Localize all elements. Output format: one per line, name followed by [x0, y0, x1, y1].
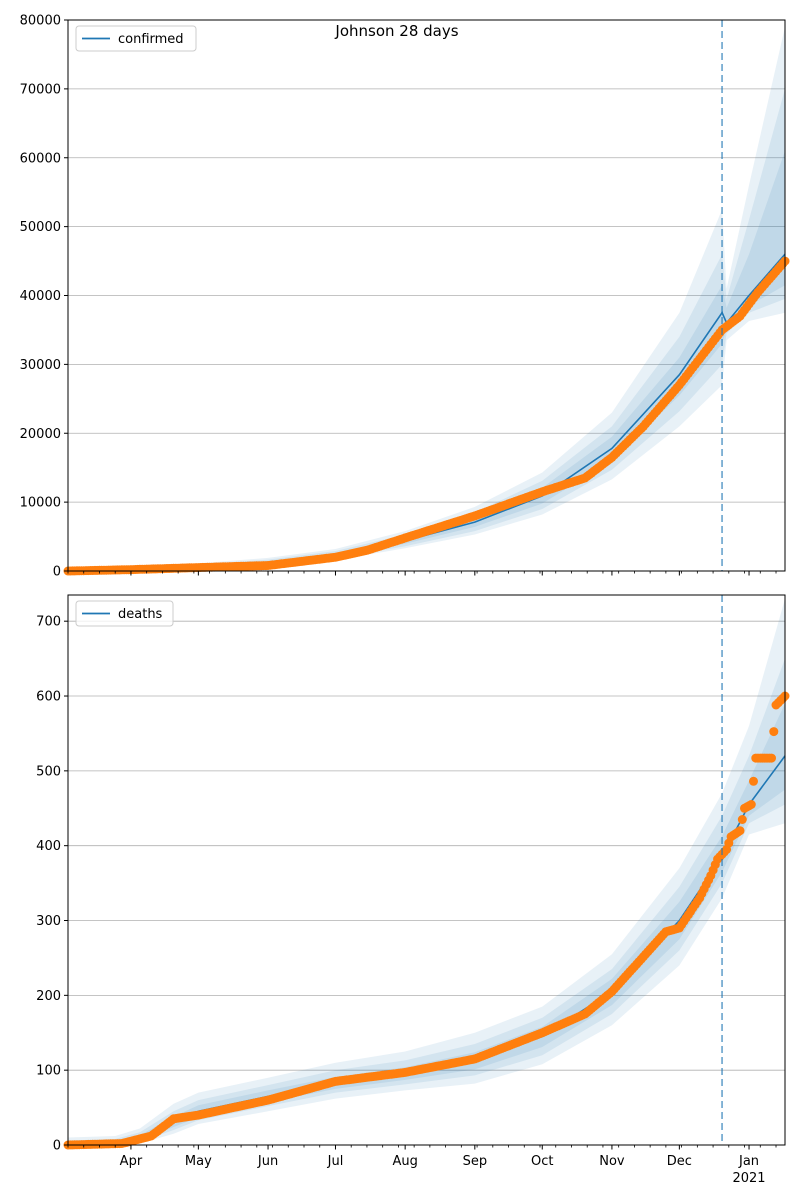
- deaths-panel: 0 100 200 300 400 500 600 700 Apr May Jun Jul Aug Sep…: [36, 594, 790, 1186]
- y-tick-label: 80000: [20, 14, 61, 29]
- x-tick-sublabel: 2021: [732, 1171, 765, 1186]
- y-tick-label: 70000: [20, 82, 61, 97]
- observed-point: [769, 727, 779, 737]
- confirmed-panel: 0 10000 20000 30000 40000 50000 60000 70000 8000…: [20, 14, 790, 580]
- y-tick-label: 60000: [20, 151, 61, 166]
- x-tick-label: May: [185, 1154, 212, 1169]
- y-tick-label: 40000: [20, 289, 61, 304]
- x-tick-label: Apr: [120, 1154, 143, 1169]
- x-tick-label: Oct: [531, 1154, 553, 1169]
- observed-point: [746, 800, 756, 809]
- x-tick-label: Sep: [463, 1154, 488, 1169]
- observed-point: [737, 815, 747, 824]
- x-tick-label: Nov: [599, 1154, 625, 1169]
- y-tick-label: 200: [36, 989, 61, 1004]
- observed-points: [63, 691, 790, 1150]
- legend: deaths: [75, 600, 174, 627]
- x-tick-label: Dec: [667, 1154, 692, 1169]
- y-tick-label: 400: [36, 839, 61, 854]
- y-tick-label: 600: [36, 690, 61, 705]
- axes-frame: [67, 594, 786, 1146]
- y-tick-label: 300: [36, 914, 61, 929]
- uncertainty-band: [68, 88, 785, 572]
- uncertainty-band: [68, 150, 785, 571]
- y-tick-label: 10000: [20, 496, 61, 511]
- y-tick-label: 0: [53, 1139, 61, 1154]
- y-tick-label: 30000: [20, 358, 61, 373]
- x-tick-label: Jul: [327, 1154, 344, 1169]
- legend-box: [75, 600, 174, 627]
- chart-title: Johnson 28 days: [334, 22, 458, 40]
- legend-label: confirmed: [118, 32, 184, 47]
- legend: confirmed: [75, 25, 197, 52]
- observed-point: [767, 753, 776, 763]
- y-tick-label: 100: [36, 1064, 61, 1079]
- y-tick-label: 50000: [20, 220, 61, 235]
- y-tick-label: 20000: [20, 427, 61, 442]
- y-tick-label: 500: [36, 764, 61, 779]
- legend-box: [75, 25, 197, 52]
- x-tick-label: Jan: [738, 1154, 759, 1169]
- uncertainty-band: [68, 26, 785, 571]
- uncertainty-band: [68, 598, 785, 1145]
- x-tick-label: Aug: [392, 1154, 417, 1169]
- y-tick-label: 0: [53, 565, 61, 580]
- legend-label: deaths: [118, 607, 163, 622]
- y-tick-label: 700: [36, 615, 61, 630]
- observed-point: [749, 776, 758, 786]
- x-tick-label: Jun: [257, 1154, 278, 1169]
- observed-point: [735, 826, 745, 836]
